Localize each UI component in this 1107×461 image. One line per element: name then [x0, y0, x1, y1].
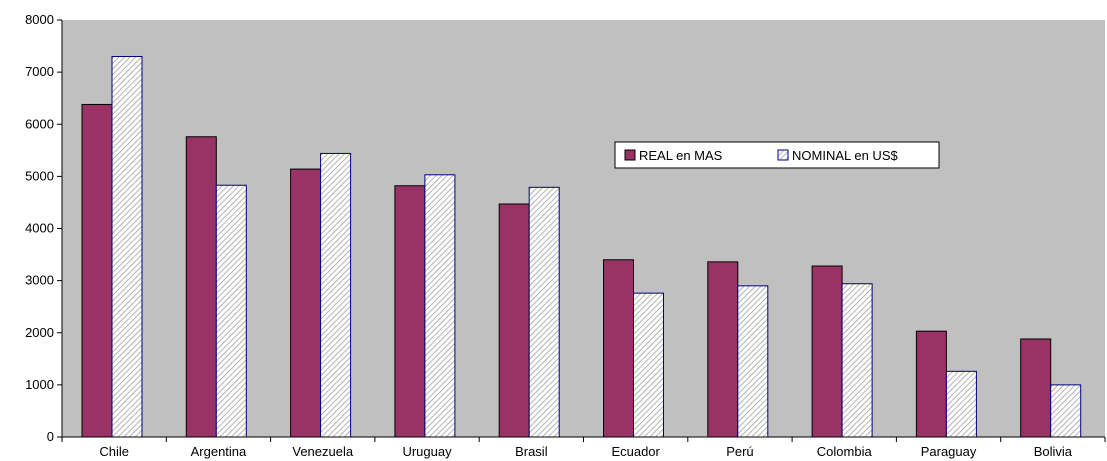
- bar-nominal-bolivia: [1050, 384, 1082, 438]
- bar-nominal-uruguay: [424, 174, 456, 438]
- bar-real-ecuador: [603, 259, 634, 438]
- x-tick-label: Bolivia: [1034, 444, 1073, 459]
- legend-swatch-nominal: [777, 149, 789, 161]
- bar-nominal-brasil: [528, 186, 560, 438]
- legend-swatch-real: [624, 149, 636, 161]
- x-tick-label: Paraguay: [921, 444, 977, 459]
- bar-real-bolivia: [1020, 338, 1052, 438]
- bar-nominal-perú: [737, 285, 769, 438]
- x-tick-label: Argentina: [191, 444, 247, 459]
- x-tick-label: Ecuador: [611, 444, 660, 459]
- y-tick-label: 7000: [25, 64, 54, 79]
- x-tick-label: Uruguay: [402, 444, 452, 459]
- x-tick-label: Venezuela: [292, 444, 353, 459]
- legend: REAL en MAS NOMINAL en US$: [614, 141, 940, 169]
- bar-nominal-paraguay: [945, 370, 977, 438]
- bar-real-venezuela: [290, 168, 322, 438]
- x-tick-label: Brasil: [515, 444, 548, 459]
- y-tick-label: 8000: [25, 12, 54, 27]
- bar-real-brasil: [498, 203, 530, 438]
- bar-nominal-argentina: [215, 184, 247, 438]
- y-tick-label: 3000: [25, 273, 54, 288]
- bar-real-colombia: [811, 265, 843, 438]
- y-tick-label: 1000: [25, 377, 54, 392]
- x-tick-label: Chile: [99, 444, 129, 459]
- y-tick-label: 4000: [25, 221, 54, 236]
- y-tick-label: 6000: [25, 116, 54, 131]
- bar-real-argentina: [185, 136, 217, 438]
- bars-group: [81, 55, 1082, 438]
- x-tick-label: Perú: [726, 444, 753, 459]
- y-tick-label: 0: [47, 429, 54, 444]
- bar-nominal-venezuela: [320, 152, 352, 438]
- bar-real-paraguay: [915, 330, 947, 438]
- y-tick-label: 5000: [25, 168, 54, 183]
- y-tick-label: 2000: [25, 325, 54, 340]
- bar-real-uruguay: [394, 185, 426, 438]
- bar-nominal-chile: [111, 55, 143, 438]
- legend-label-real: REAL en MAS: [639, 148, 723, 163]
- bar-real-perú: [707, 261, 739, 438]
- x-tick-label: Colombia: [817, 444, 873, 459]
- bar-nominal-colombia: [841, 283, 873, 438]
- bar-real-chile: [81, 103, 113, 438]
- bar-nominal-ecuador: [633, 292, 664, 438]
- legend-label-nominal: NOMINAL en US$: [792, 148, 898, 163]
- axes-group: 0 1000 2000 3000 4000 5000 6000 7000 8000 Chile Ar…: [25, 12, 1106, 459]
- legend-box: [614, 141, 940, 169]
